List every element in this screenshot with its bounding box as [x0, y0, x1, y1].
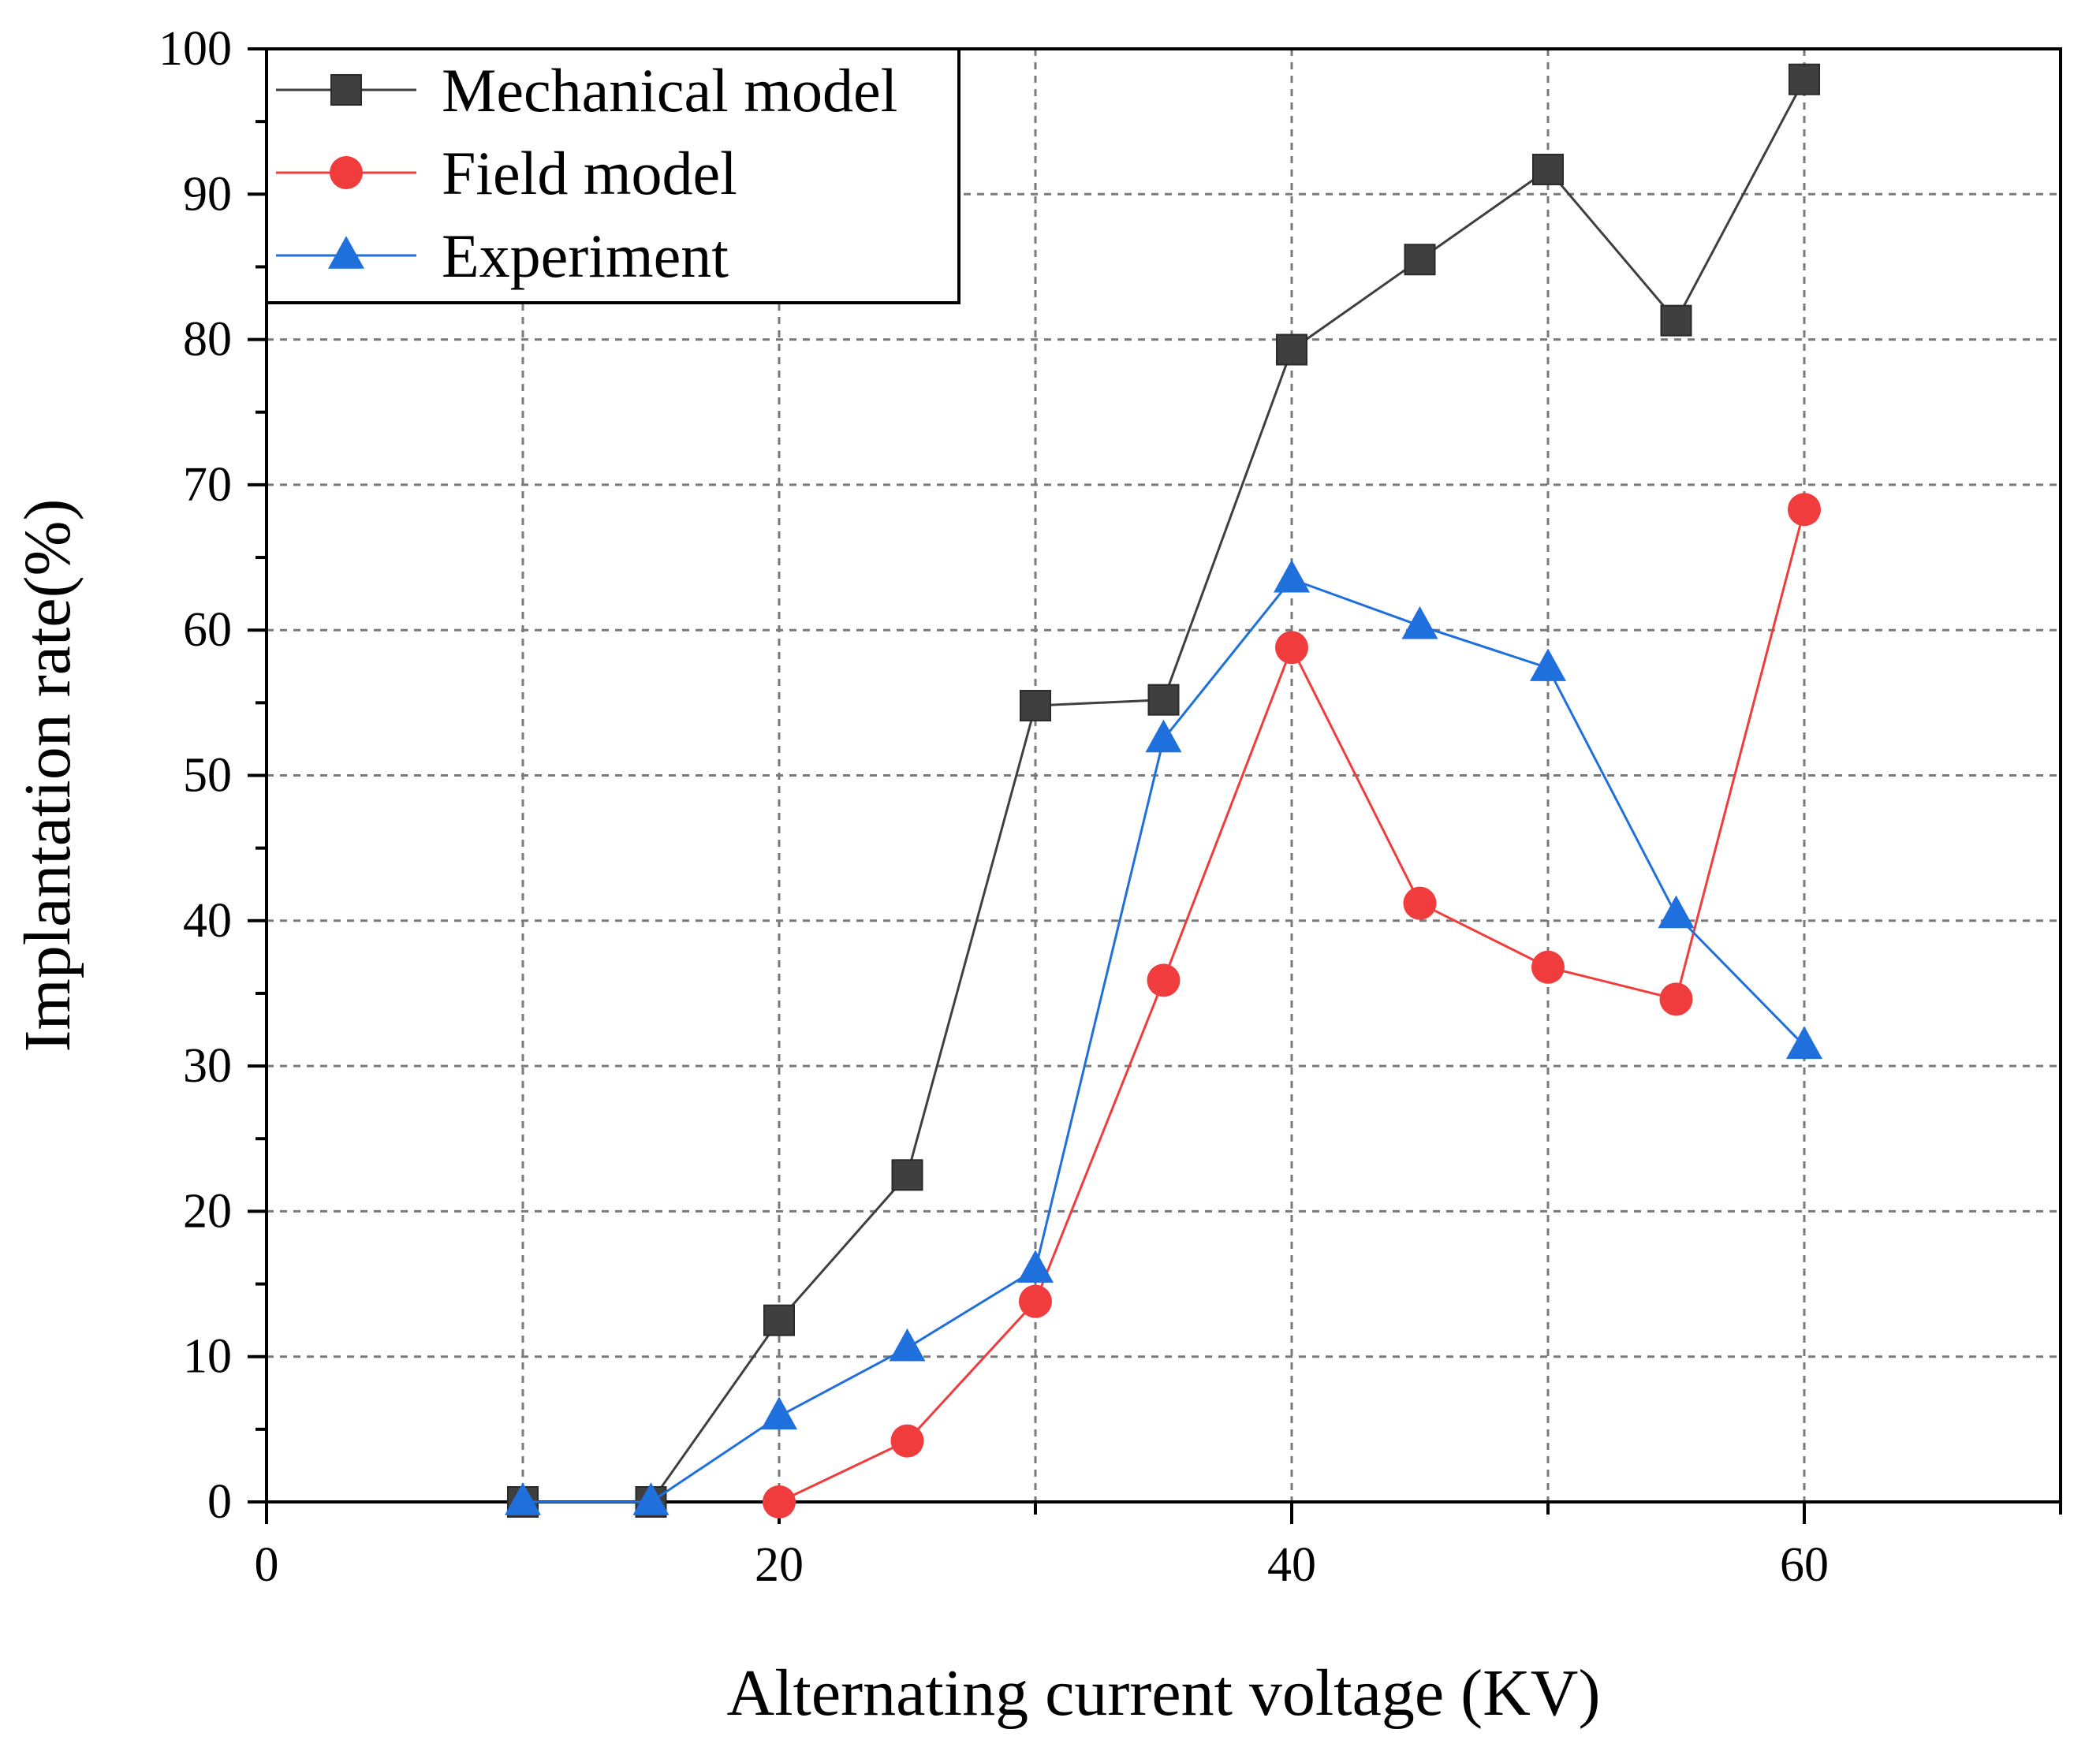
- x-tick-label: 60: [1780, 1538, 1829, 1592]
- data-point-field-model: [1403, 886, 1437, 920]
- y-tick-label: 10: [183, 1330, 232, 1384]
- data-point-field-model: [1531, 950, 1565, 984]
- legend-item-field-model: Field model: [276, 139, 737, 207]
- data-point-field-model: [1659, 982, 1693, 1016]
- y-tick-label: 60: [183, 603, 232, 657]
- data-point-mechanical-model: [763, 1304, 795, 1336]
- y-tick-label: 100: [159, 22, 232, 76]
- data-point-experiment: [1017, 1250, 1054, 1283]
- y-axis-title: Implantation rate(%): [11, 498, 84, 1052]
- data-point-experiment: [1530, 648, 1566, 681]
- series-experiment: [505, 559, 1822, 1515]
- data-point-experiment: [1658, 895, 1695, 929]
- y-tick-label: 80: [183, 313, 232, 367]
- x-axis-title: Alternating current voltage (KV): [727, 1656, 1601, 1730]
- data-point-mechanical-model: [1532, 153, 1564, 185]
- data-point-mechanical-model: [891, 1159, 923, 1191]
- y-tick-label: 0: [207, 1475, 232, 1529]
- data-point-mechanical-model: [1276, 333, 1307, 366]
- legend-box: [265, 47, 960, 304]
- data-point-experiment: [1401, 605, 1438, 639]
- data-point-field-model: [1788, 493, 1821, 527]
- legend-marker: [330, 156, 363, 189]
- legend-item-experiment: Experiment: [276, 222, 729, 290]
- data-point-field-model: [763, 1485, 796, 1518]
- data-point-mechanical-model: [1789, 63, 1820, 95]
- gridlines: [267, 49, 2061, 1502]
- series-line-experiment: [523, 577, 1806, 1503]
- y-tick-label: 90: [183, 167, 232, 221]
- x-tick-label: 40: [1267, 1538, 1316, 1592]
- legend-marker: [330, 74, 362, 106]
- x-tick-label: 20: [755, 1538, 804, 1592]
- data-point-experiment: [505, 1482, 541, 1515]
- data-point-field-model: [890, 1424, 924, 1458]
- y-tick-label: 30: [183, 1039, 232, 1093]
- data-point-mechanical-model: [1147, 684, 1180, 716]
- data-point-experiment: [1786, 1026, 1822, 1060]
- data-point-mechanical-model: [1020, 690, 1051, 722]
- data-point-field-model: [1019, 1284, 1052, 1318]
- data-point-mechanical-model: [1404, 244, 1436, 276]
- data-point-field-model: [1147, 963, 1181, 997]
- legend-label: Field model: [442, 139, 737, 207]
- legend: Mechanical model Field model Experiment: [265, 47, 960, 304]
- legend-label: Experiment: [442, 222, 729, 290]
- data-series: [505, 63, 1822, 1518]
- axis-ticks: 0 10 20 30 40 50 60 70 80 90 100 0 20 40 60: [159, 22, 2062, 1592]
- data-point-experiment: [1145, 719, 1182, 753]
- x-tick-label: 0: [255, 1538, 279, 1592]
- legend-marker: [328, 236, 364, 269]
- data-point-experiment: [761, 1396, 797, 1430]
- y-tick-label: 40: [183, 894, 232, 948]
- series-mechanical-model: [507, 63, 1820, 1518]
- data-point-field-model: [1275, 631, 1308, 665]
- y-tick-label: 50: [183, 749, 232, 803]
- series-field-model: [763, 493, 1821, 1518]
- y-tick-label: 70: [183, 458, 232, 512]
- legend-item-mechanical-model: Mechanical model: [276, 56, 897, 125]
- data-point-experiment: [632, 1482, 670, 1515]
- y-tick-label: 20: [183, 1184, 232, 1238]
- data-point-experiment: [1274, 559, 1310, 593]
- legend-label: Mechanical model: [442, 56, 897, 125]
- data-point-mechanical-model: [1660, 304, 1692, 337]
- data-point-experiment: [889, 1328, 926, 1362]
